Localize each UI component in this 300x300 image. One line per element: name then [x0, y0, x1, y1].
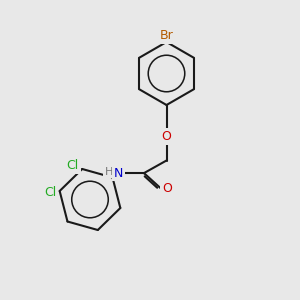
Text: Cl: Cl [44, 186, 56, 199]
Text: Cl: Cl [67, 160, 79, 172]
Text: Br: Br [160, 29, 173, 42]
Text: O: O [162, 130, 171, 143]
Text: N: N [114, 167, 123, 180]
Text: H: H [104, 167, 113, 177]
Text: O: O [162, 182, 172, 195]
